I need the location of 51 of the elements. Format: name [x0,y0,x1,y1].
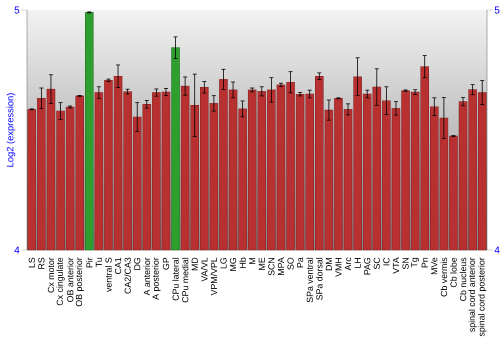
y2-tick-label: 4 [494,246,500,254]
x-tick-label: OB posterior [76,257,84,306]
x-tick-label: OB anterior [66,257,74,302]
x-tick-label: CPu lateral [172,258,179,300]
x-tick-label: Hb [239,258,246,268]
x-tick-label: SPa ventral [306,258,313,302]
x-tick-label: MPA [278,257,284,275]
x-tick-label: DM [326,258,332,270]
x-tick-label: A posterior [152,257,160,300]
x-tick-label: IC [383,258,390,266]
x-tick-label: SPa dorsal [316,258,323,300]
x-tick-label: SC [374,258,380,270]
x-tick-label: VPM/VPL [210,258,218,296]
y2-tick-label: 5 [494,6,500,14]
x-tick-label: CA2/CA3 [124,258,131,294]
x-tick-label: VA/VL [201,258,208,282]
x-tick-label: ME [258,258,265,270]
x-tick-label: Cb nucleus [460,258,466,301]
x-tick-label: CPu medial [182,258,188,302]
x-tick-label: SCN [268,258,274,276]
x-tick-label: LG [220,258,227,268]
x-tick-label: LH [354,258,361,268]
x-tick-label: Cx motor [48,257,54,293]
x-tick-label: DG [134,258,140,270]
x-tick-label: Tg [411,258,420,268]
x-tick-label: ventral S [105,258,112,292]
x-tick-label: MVe [431,258,438,274]
x-tick-label: VMH [335,258,342,277]
x-tick-label: SO [287,258,294,270]
x-tick-label: MD [192,258,198,270]
x-tick-label: spinal cord posterior [478,257,486,336]
y-axis-title: Log2 (expression) [6,93,16,167]
x-tick-label: VTA [392,257,399,274]
x-tick-label: Cb lobe [450,258,457,288]
x-tick-label: MG [230,258,236,271]
x-tick-label: Pn [422,258,428,268]
x-tick-label: spinal cord anterior [468,257,477,332]
x-tick-label: Pa [297,257,304,268]
x-tick-label: GP [162,258,170,270]
x-tick-label: Pir [86,257,92,268]
x-tick-label: Arc [344,258,352,270]
x-tick-label: CA1 [114,258,122,274]
x-tick-label: Cx cingulate [56,258,65,306]
x-tick-label: Cb vermis [440,258,448,296]
x-tick-label: PAG [364,258,370,274]
x-tick-label: Tu [96,258,102,268]
x-tick-label: M [249,258,256,264]
x-tick-label: SN [402,258,409,270]
x-tick-label: A anterior [144,257,150,296]
x-tick-label: LS [28,258,35,268]
x-tick-label: RS [38,258,44,269]
